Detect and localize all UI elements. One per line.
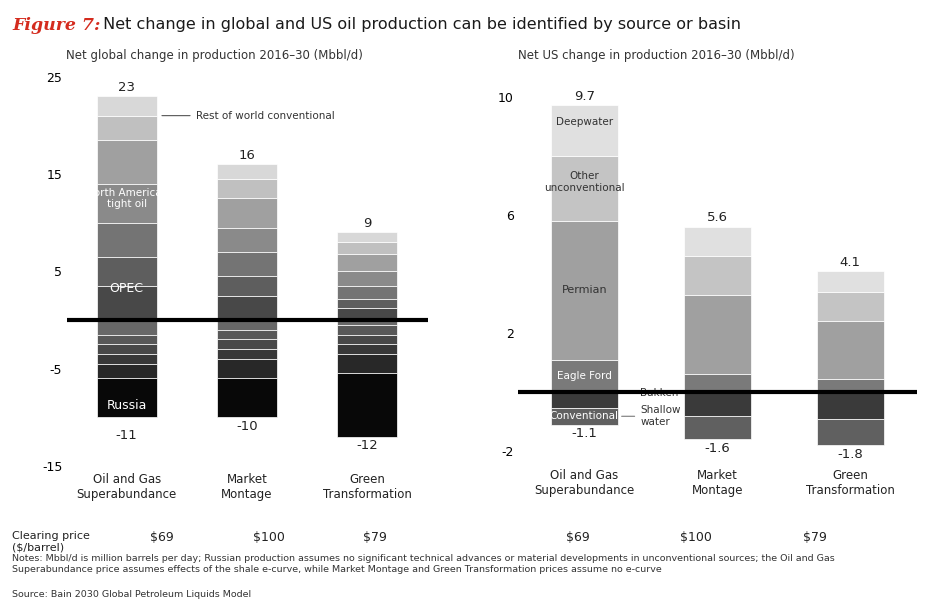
Bar <box>551 359 618 392</box>
Bar <box>217 228 277 252</box>
Bar <box>217 295 277 320</box>
Text: 16: 16 <box>238 149 256 162</box>
Text: Conventional: Conventional <box>550 410 618 421</box>
Bar <box>684 227 750 256</box>
Bar <box>97 354 157 364</box>
Bar <box>817 292 884 321</box>
Bar <box>217 329 277 339</box>
Bar <box>97 378 157 417</box>
Bar <box>217 179 277 199</box>
Bar <box>817 392 884 418</box>
Bar <box>337 373 397 437</box>
Bar <box>337 334 397 344</box>
Bar <box>551 408 618 424</box>
Text: $69: $69 <box>566 531 589 544</box>
Text: -12: -12 <box>356 439 378 452</box>
Text: Russia: Russia <box>106 399 147 412</box>
Bar <box>337 354 397 373</box>
Text: Clearing price
($/barrel): Clearing price ($/barrel) <box>12 531 90 552</box>
Bar <box>217 339 277 349</box>
Bar <box>551 220 618 359</box>
Bar <box>97 140 157 184</box>
Text: -10: -10 <box>237 420 257 432</box>
Text: -1.8: -1.8 <box>837 448 864 460</box>
Bar <box>817 379 884 392</box>
Text: 23: 23 <box>118 81 135 94</box>
Bar <box>337 242 397 254</box>
Bar <box>97 334 157 344</box>
Bar <box>97 286 157 320</box>
Bar <box>684 256 750 295</box>
Bar <box>684 416 750 439</box>
Text: 9.7: 9.7 <box>574 90 595 103</box>
Text: Rest of world conventional: Rest of world conventional <box>197 111 335 121</box>
Bar <box>97 96 157 116</box>
Text: $100: $100 <box>253 531 285 544</box>
Text: Green
Transformation: Green Transformation <box>323 473 411 501</box>
Text: Net global change in production 2016–30 (Mbbl/d): Net global change in production 2016–30 … <box>66 49 363 62</box>
Text: 9: 9 <box>363 217 371 230</box>
Bar <box>337 254 397 271</box>
Bar <box>97 364 157 378</box>
Bar <box>217 252 277 276</box>
Text: Figure 7:: Figure 7: <box>12 17 101 34</box>
Bar <box>217 359 277 378</box>
Text: Source: Bain 2030 Global Petroleum Liquids Model: Source: Bain 2030 Global Petroleum Liqui… <box>12 590 252 599</box>
Bar <box>551 105 618 156</box>
Text: Market
Montage: Market Montage <box>221 473 273 501</box>
Bar <box>551 156 618 220</box>
Text: Shallow
water: Shallow water <box>640 406 680 427</box>
Text: $79: $79 <box>803 531 827 544</box>
Bar <box>817 418 884 445</box>
Text: Other
unconventional: Other unconventional <box>544 171 624 193</box>
Text: Market
Montage: Market Montage <box>692 470 743 498</box>
Bar <box>337 308 397 320</box>
Bar <box>97 257 157 286</box>
Text: Notes: Mbbl/d is million barrels per day; Russian production assumes no signific: Notes: Mbbl/d is million barrels per day… <box>12 554 835 574</box>
Bar <box>337 271 397 286</box>
Bar <box>97 223 157 257</box>
Text: Oil and Gas
Superabundance: Oil and Gas Superabundance <box>77 473 177 501</box>
Text: Bakken: Bakken <box>640 387 678 398</box>
Text: Eagle Ford: Eagle Ford <box>557 371 612 381</box>
Text: Net change in global and US oil production can be identified by source or basin: Net change in global and US oil producti… <box>98 17 741 32</box>
Bar <box>217 199 277 228</box>
Bar <box>337 233 397 242</box>
Text: OPEC: OPEC <box>109 283 143 295</box>
Bar <box>217 349 277 359</box>
Bar <box>97 184 157 223</box>
Text: $100: $100 <box>680 531 712 544</box>
Bar <box>817 321 884 379</box>
Text: $69: $69 <box>150 531 173 544</box>
Bar <box>217 276 277 295</box>
Text: Green
Transformation: Green Transformation <box>806 470 895 498</box>
Text: Permian: Permian <box>561 285 607 295</box>
Bar <box>217 164 277 179</box>
Bar <box>97 116 157 140</box>
Bar <box>684 392 750 416</box>
Bar <box>97 344 157 354</box>
Bar <box>337 320 397 325</box>
Text: -1.1: -1.1 <box>571 427 598 440</box>
Bar <box>337 298 397 308</box>
Bar <box>684 295 750 375</box>
Text: $79: $79 <box>363 531 388 544</box>
Text: Oil and Gas
Superabundance: Oil and Gas Superabundance <box>534 470 635 498</box>
Bar <box>217 378 277 417</box>
Text: Net US change in production 2016–30 (Mbbl/d): Net US change in production 2016–30 (Mbb… <box>518 49 794 62</box>
Bar <box>217 320 277 329</box>
Text: -1.6: -1.6 <box>704 442 731 455</box>
Bar <box>684 375 750 392</box>
Text: Deepwater: Deepwater <box>556 117 613 127</box>
Bar <box>337 286 397 298</box>
Text: -11: -11 <box>116 429 138 442</box>
Bar <box>817 271 884 292</box>
Bar <box>337 344 397 354</box>
Text: North American
tight oil: North American tight oil <box>86 188 168 209</box>
Bar <box>97 320 157 334</box>
Bar <box>551 392 618 408</box>
Bar <box>337 325 397 334</box>
Text: 5.6: 5.6 <box>707 211 728 224</box>
Text: 4.1: 4.1 <box>840 256 861 269</box>
